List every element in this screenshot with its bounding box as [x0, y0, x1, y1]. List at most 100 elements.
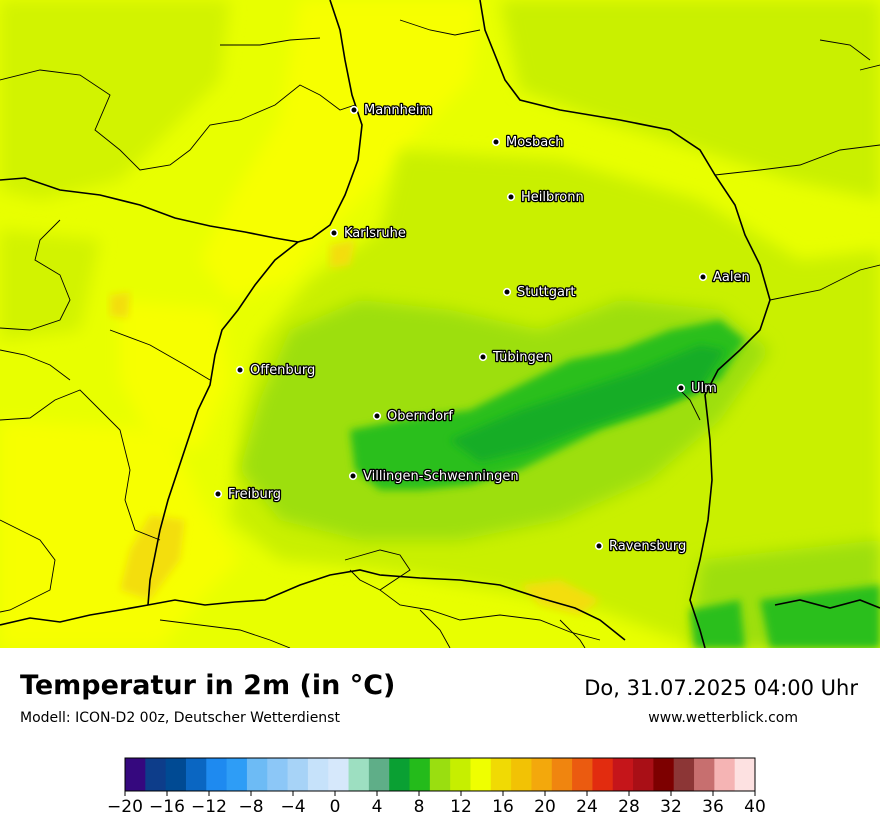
legend-color-box — [287, 758, 309, 791]
legend-tick-label: 16 — [492, 797, 514, 817]
legend-tick-label: 36 — [702, 797, 724, 817]
city-label: Tübingen — [492, 350, 552, 365]
city-marker: Mannheim — [349, 102, 433, 119]
city-dot — [478, 352, 488, 362]
legend-tick-label: 8 — [414, 797, 425, 817]
city-label: Ravensburg — [609, 539, 686, 554]
city-marker: Mosbach — [491, 134, 565, 151]
legend-tick-label: 28 — [618, 797, 640, 817]
city-dot — [594, 541, 604, 551]
city-marker: Aalen — [698, 269, 751, 286]
city-dot — [213, 489, 223, 499]
forecast-datetime: Do, 31.07.2025 04:00 Uhr — [584, 676, 858, 700]
footer: Temperatur in 2m (in °C) Modell: ICON-D2… — [0, 648, 880, 830]
legend-tick-label: 40 — [744, 797, 766, 817]
city-label: Ulm — [691, 381, 717, 396]
legend-color-box — [206, 758, 228, 791]
border-bw-bayern — [479, 0, 771, 648]
city-label: Mannheim — [364, 103, 432, 118]
city-dot — [506, 192, 516, 202]
legend-tick-label: −12 — [191, 797, 227, 817]
legend-color-box — [348, 758, 370, 791]
legend-color-box — [246, 758, 268, 791]
legend-tick-label: −8 — [238, 797, 263, 817]
city-dot — [676, 383, 686, 393]
legend-color-box — [429, 758, 451, 791]
city-dot — [372, 411, 382, 421]
city-label: Karlsruhe — [344, 226, 406, 241]
legend-color-box — [592, 758, 614, 791]
legend-color-box — [450, 758, 471, 791]
city-dot — [491, 137, 501, 147]
borders — [0, 0, 880, 648]
legend-color-box — [328, 758, 350, 791]
legend-color-box — [511, 758, 532, 791]
legend-tick-label: 12 — [450, 797, 472, 817]
legend-color-box — [368, 758, 390, 791]
border-ch-de-left — [0, 604, 149, 626]
legend-color-box — [125, 758, 146, 791]
legend-tick-label: −20 — [107, 797, 143, 817]
model-source: Modell: ICON-D2 00z, Deutscher Wetterdie… — [20, 710, 340, 726]
legend-tick-label: 32 — [660, 797, 682, 817]
legend-color-box — [572, 758, 593, 791]
border-rhine-fr — [147, 241, 299, 606]
border-bw-hessen — [297, 0, 363, 243]
legend-color-box — [409, 758, 431, 791]
city-label: Aalen — [713, 270, 750, 285]
border-austria — [774, 599, 880, 609]
temperature-map: Mannheim Mosbach Heilbronn Karlsruhe Aalen St… — [0, 0, 880, 648]
legend-color-box — [734, 758, 756, 791]
legend-tick-label: −16 — [149, 797, 185, 817]
legend-color-box — [389, 758, 411, 791]
legend-tick-label: 20 — [534, 797, 556, 817]
city-marker: Heilbronn — [506, 189, 585, 206]
city-marker: Villingen-Schwenningen — [348, 468, 520, 485]
city-marker: Karlsruhe — [329, 225, 407, 242]
legend-tick-label: 0 — [330, 797, 341, 817]
city-dot — [235, 365, 245, 375]
legend-tick-label: 4 — [372, 797, 383, 817]
city-label: Stuttgart — [517, 285, 575, 300]
city-label: Oberndorf — [387, 409, 453, 424]
legend-frame — [124, 757, 756, 792]
city-label: Offenburg — [250, 363, 315, 378]
city-marker: Tübingen — [478, 349, 553, 366]
city-markers: Mannheim Mosbach Heilbronn Karlsruhe Aalen St… — [213, 102, 751, 555]
city-label: Mosbach — [506, 135, 564, 150]
city-dot — [349, 105, 359, 115]
color-legend: −20 −16 −12 −8 −4 0 4 8 12 16 20 24 28 32 36 40 — [107, 757, 766, 817]
legend-color-box — [714, 758, 736, 791]
temperature-field — [0, 0, 880, 648]
city-dot — [502, 287, 512, 297]
city-marker: Freiburg — [213, 486, 282, 503]
city-dot — [698, 272, 708, 282]
city-label: Freiburg — [228, 487, 281, 502]
legend-color-box — [165, 758, 187, 791]
legend-color-box — [551, 758, 573, 791]
city-marker: Offenburg — [235, 362, 317, 379]
legend-color-box — [185, 758, 207, 791]
legend-tick-label: −4 — [280, 797, 305, 817]
city-dot — [329, 228, 339, 238]
legend-color-box — [612, 758, 634, 791]
city-marker: Ravensburg — [594, 538, 688, 555]
legend-color-box — [226, 758, 248, 791]
border-bw-ch — [147, 569, 626, 641]
legend-color-box — [470, 758, 492, 791]
legend-color-box — [490, 758, 512, 791]
map-title: Temperatur in 2m (in °C) — [20, 670, 396, 701]
legend-color-box — [145, 758, 167, 791]
website-link[interactable]: www.wetterblick.com — [648, 710, 798, 726]
legend-color-box — [633, 758, 654, 791]
city-label: Heilbronn — [521, 190, 584, 205]
legend-tick-label: 24 — [576, 797, 598, 817]
legend-color-box — [307, 758, 329, 791]
city-marker: Oberndorf — [372, 408, 455, 425]
city-marker: Ulm — [676, 380, 718, 397]
legend-color-box — [267, 758, 289, 791]
city-label: Villingen-Schwenningen — [363, 469, 519, 484]
city-marker: Stuttgart — [502, 284, 577, 301]
border-bw-rlp — [0, 177, 299, 243]
legend-color-box — [531, 758, 553, 791]
